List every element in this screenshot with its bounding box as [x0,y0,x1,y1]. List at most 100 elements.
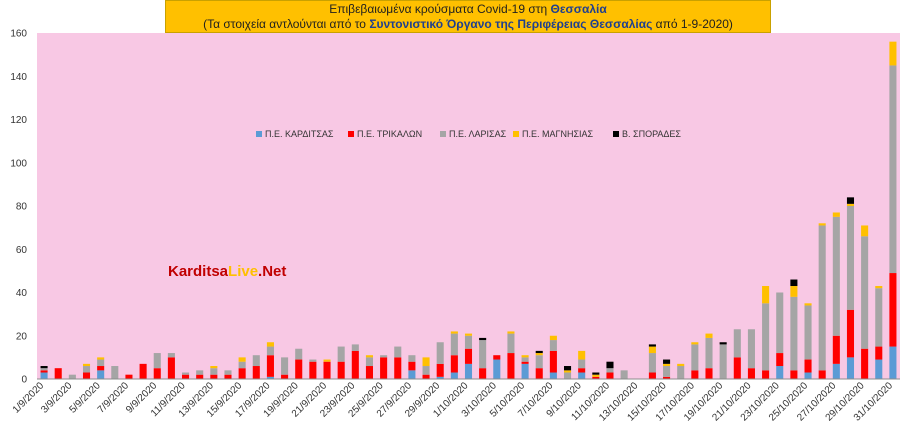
bar-segment-larisa [875,288,883,347]
bar-segment-larisa [663,366,671,377]
bar-segment-trikala [436,363,444,377]
bar-segment-trikala [578,368,586,373]
y-tick-label: 60 [16,245,28,256]
bar-segment-trikala [266,355,274,377]
chart-title: Επιβεβαιωμένα κρούσματα Covid-19 στη Θεσ… [165,0,771,33]
bar-segment-larisa [521,357,529,362]
legend-label: Π.Ε. ΜΑΓΝΗΣΙΑΣ [522,129,594,139]
bar-segment-trikala [153,368,161,379]
bar-segment-larisa [266,346,274,356]
bar-segment-larisa [818,225,826,371]
bar-segment-magnisia [691,342,699,345]
legend-swatch [256,131,262,137]
bar-segment-trikala [238,368,246,379]
bar-segment-trikala [422,374,430,379]
bar-segment-trikala [351,350,359,379]
bar-segment-trikala [450,355,458,373]
bar-segment-trikala [479,368,487,379]
legend-label: Π.Ε. ΚΑΡΔΙΤΣΑΣ [265,129,334,139]
y-tick-label: 160 [10,29,27,40]
bar-segment-sporades [479,337,487,341]
bar-segment-karditsa [408,370,416,379]
bar-segment-karditsa [549,372,557,379]
bar-segment-trikala [705,368,713,379]
bar-segment-trikala [394,357,402,380]
bar-segment-magnisia [832,212,840,217]
bar-segment-larisa [82,366,91,373]
bar-segment-trikala [139,363,147,379]
bar-segment-larisa [365,357,373,367]
bar-segment-larisa [846,206,855,310]
bar-segment-larisa [450,333,458,356]
bar-segment-trikala [408,361,416,371]
y-tick-label: 80 [16,202,28,213]
bar-segment-magnisia [507,331,515,334]
bar-segment-trikala [747,368,755,379]
bar-segment-karditsa [436,376,444,379]
bar-segment-magnisia [97,357,105,360]
legend-label: Β. ΣΠΟΡΑΔΕΣ [622,129,681,139]
bar-segment-larisa [422,366,430,375]
bar-segment-trikala [464,348,473,364]
bar-segment-magnisia [564,370,572,373]
bar-segment-trikala [252,366,260,379]
bar-segment-trikala [54,368,62,379]
bar-segment-larisa [309,359,317,362]
legend-swatch [440,131,446,137]
bar-segment-sporades [606,361,614,369]
bar-segment-karditsa [40,372,48,379]
bar-segment-larisa [620,370,628,379]
bar-segment-karditsa [578,372,586,379]
y-axis: 0 20 40 60 80 100 120 140 160 [10,29,27,386]
bar-segment-trikala [790,370,798,379]
bar-segment-magnisia [82,363,91,367]
title-line-1: Επιβεβαιωμένα κρούσματα Covid-19 στη Θεσ… [329,2,607,16]
bar-segment-trikala [691,370,699,379]
bar-segment-trikala [507,353,515,379]
bar-segment-larisa [68,374,76,379]
bar-segment-larisa [40,368,48,371]
bar-segment-trikala [861,348,869,379]
bar-segment-larisa [464,335,473,349]
bar-segment-larisa [606,368,614,373]
bar-segment-trikala [493,355,501,360]
bar-segment-karditsa [875,359,883,379]
bar-segment-trikala [380,357,388,380]
bar-segment-larisa [747,329,755,369]
bar-segment-magnisia [677,363,685,367]
bar-segment-magnisia [762,286,770,304]
bar-segment-magnisia [578,350,586,360]
bar-segment-magnisia [365,355,373,358]
y-tick-label: 0 [21,375,27,386]
bar-segment-larisa [733,329,741,358]
bar-segment-larisa [196,370,204,375]
bar-segment-sporades [846,197,855,204]
bar-segment-larisa [281,357,289,375]
bar-segment-karditsa [889,346,897,379]
bar-segment-sporades [535,350,543,354]
watermark-part3: .Net [258,263,286,280]
bar-segment-trikala [535,368,543,379]
bar-segment-karditsa [493,359,501,379]
bar-segment-larisa [182,372,190,375]
bar-segment-trikala [97,366,105,371]
bar-segment-trikala [663,376,671,379]
plot-area [37,33,900,379]
bar-segment-karditsa [521,363,529,379]
bar-segment-trikala [224,374,232,379]
bar-segment-magnisia [266,342,274,347]
bar-segment-magnisia [818,223,826,226]
bar-segment-trikala [776,353,784,367]
bar-segment-karditsa [97,370,105,379]
bar-segment-magnisia [210,366,218,369]
bar-segment-larisa [507,333,515,354]
bar-segment-larisa [719,344,727,379]
bar-segment-trikala [125,374,133,379]
bar-segment-trikala [733,357,741,380]
bar-segment-trikala [295,359,303,379]
bar-segment-karditsa [776,366,784,379]
bar-segment-magnisia [549,335,557,341]
bar-segment-larisa [167,353,175,358]
bar-segment-magnisia [790,286,798,297]
